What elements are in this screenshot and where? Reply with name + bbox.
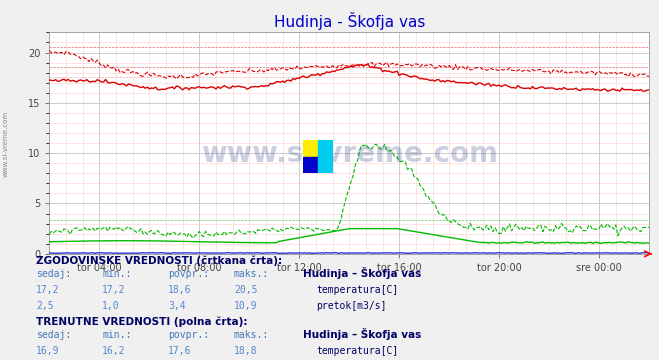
Text: 1,0: 1,0 [102,301,120,311]
Text: sedaj:: sedaj: [36,330,71,340]
Text: maks.:: maks.: [234,269,269,279]
Bar [303,157,318,173]
Text: min.:: min.: [102,330,132,340]
Text: min.:: min.: [102,269,132,279]
Text: 16,2: 16,2 [102,346,126,356]
Text: maks.:: maks.: [234,330,269,340]
Text: pretok[m3/s]: pretok[m3/s] [316,301,387,311]
Text: www.si-vreme.com: www.si-vreme.com [201,140,498,168]
Text: povpr.:: povpr.: [168,269,209,279]
Text: www.si-vreme.com: www.si-vreme.com [2,111,9,177]
Text: 17,2: 17,2 [36,285,60,295]
Text: 17,2: 17,2 [102,285,126,295]
Title: Hudinja - Škofja vas: Hudinja - Škofja vas [273,12,425,30]
Bar [303,140,318,157]
Text: 18,6: 18,6 [168,285,192,295]
Text: 3,4: 3,4 [168,301,186,311]
Text: temperatura[C]: temperatura[C] [316,285,399,295]
Text: sedaj:: sedaj: [36,269,71,279]
Text: 17,6: 17,6 [168,346,192,356]
Text: 10,9: 10,9 [234,301,258,311]
Text: TRENUTNE VREDNOSTI (polna črta):: TRENUTNE VREDNOSTI (polna črta): [36,316,248,327]
Bar [318,157,333,173]
Text: 16,9: 16,9 [36,346,60,356]
Text: ZGODOVINSKE VREDNOSTI (črtkana črta):: ZGODOVINSKE VREDNOSTI (črtkana črta): [36,255,282,266]
Bar [318,140,333,157]
Text: povpr.:: povpr.: [168,330,209,340]
Text: 18,8: 18,8 [234,346,258,356]
Text: 20,5: 20,5 [234,285,258,295]
Text: Hudinja – Škofja vas: Hudinja – Škofja vas [303,328,421,340]
Text: temperatura[C]: temperatura[C] [316,346,399,356]
Text: Hudinja – Škofja vas: Hudinja – Škofja vas [303,267,421,279]
Text: 2,5: 2,5 [36,301,54,311]
